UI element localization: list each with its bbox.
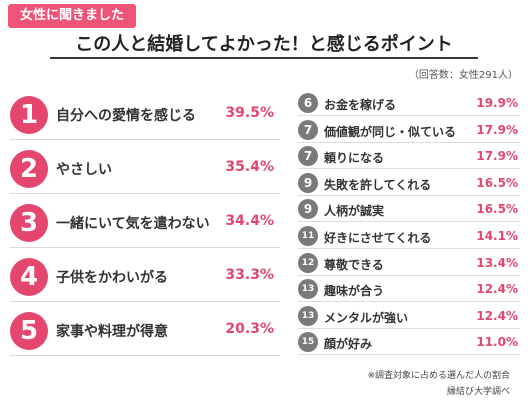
rank-item-label: 好きにさせてくれる [324,231,432,245]
rank-item-label: 家事や料理が得意 [56,324,168,340]
respondent-count: （回答数：女性291人） [408,70,518,81]
row-divider [298,221,520,223]
rank-percent: 14.1% [476,229,518,243]
rank-row: 7 価値観が同じ・似ている 17.9% [298,119,520,143]
rank-percent: 16.5% [476,175,518,190]
rank-badge: 13 [298,305,318,326]
row-divider [10,301,280,302]
row-divider [298,354,520,356]
rank-item-label: 趣味が合う [324,284,385,299]
chart-title: この人と結婚してよかった！と感じるポイント [75,34,453,55]
rank-percent: 17.9% [476,122,518,137]
rank-row: 1 自分への愛情を感じる 39.5% [10,90,280,140]
title-underline [50,57,478,59]
rank-percent: 11.0% [476,335,518,350]
rank-item-label: 頼りになる [324,151,385,166]
rank-item-label: メンタルが強い [324,310,409,325]
rank-percent: 34.4% [225,213,274,229]
rank-percent: 20.3% [225,321,274,337]
rank-row: 6 お金を稼げる 19.9% [298,92,520,116]
rank-badge: 9 [298,199,318,220]
rank-item-label: 一緒にいて気を遣わない [56,216,210,232]
rank-row: 9 失敗を許してくれる 16.5% [298,172,520,196]
rank-row: 12 尊敬できる 13.4% [298,252,520,276]
rank-row: 3 一緒にいて気を遣わない 34.4% [10,198,280,248]
rank-badge: 2 [10,150,48,188]
rank-badge: 7 [298,119,318,140]
row-divider [10,139,280,140]
row-divider [298,115,520,116]
rank-item-label: 尊敬できる [324,257,384,272]
rank-row: 4 子供をかわいがる 33.3% [10,252,280,302]
rank-badge: 7 [298,146,318,167]
rank-percent: 39.5% [225,105,274,121]
rank-item-label: 子供をかわいがる [56,270,168,286]
row-divider [10,247,280,248]
rank-percent: 17.9% [476,149,518,164]
rank-badge: 15 [298,332,318,353]
rank-badge: 6 [298,93,318,113]
source-credit: 縁結び大学調べ [446,387,510,397]
rank-row: 5 家事や料理が得意 20.3% [10,306,280,356]
rank-percent: 16.5% [476,202,518,217]
row-divider [298,327,520,329]
rank-percent: 33.3% [225,267,274,283]
row-divider [10,355,280,356]
rank-percent: 12.4% [476,282,518,297]
row-divider [298,248,520,249]
rank-badge: 4 [10,258,48,296]
row-divider [298,141,520,143]
rank-item-label: 顔が好み [324,337,373,352]
rank-row: 13 メンタルが強い 12.4% [298,305,520,329]
rank-item-label: 自分への愛情を感じる [56,108,196,124]
row-divider [298,168,520,170]
rank-item-label: 人柄が誠実 [324,204,385,219]
rank-percent: 13.4% [476,255,518,270]
rank-percent: 19.9% [476,96,518,110]
row-divider [298,301,520,303]
rank-badge: 11 [298,226,318,246]
rank-row: 15 顔が好み 11.0% [298,331,520,356]
row-divider [10,193,280,194]
rank-item-label: やさしい [56,162,112,178]
rank-row: 9 人柄が誠実 16.5% [298,198,520,223]
rank-row: 2 やさしい 35.4% [10,144,280,194]
rank-item-label: お金を稼げる [324,98,397,112]
rank-percent: 12.4% [476,308,518,323]
rank-row: 7 頼りになる 17.9% [298,145,520,170]
rank-badge: 1 [10,96,48,134]
rank-badge: 13 [298,279,318,300]
survey-tag: 女性に聞きました [8,4,137,28]
rank-row: 11 好きにさせてくれる 14.1% [298,225,520,249]
rank-row: 13 趣味が合う 12.4% [298,278,520,303]
rank-badge: 3 [10,204,48,242]
rank-badge: 5 [10,312,48,350]
rank-item-label: 失敗を許してくれる [324,177,432,192]
rank-percent: 35.4% [225,159,274,175]
row-divider [298,274,520,276]
rank-badge: 9 [298,172,318,193]
row-divider [298,194,520,196]
rank-item-label: 価値観が同じ・似ている [324,124,457,139]
rank-badge: 12 [298,252,318,273]
footnote: ※調査対象に占める選んだ人の割合 [367,371,510,381]
